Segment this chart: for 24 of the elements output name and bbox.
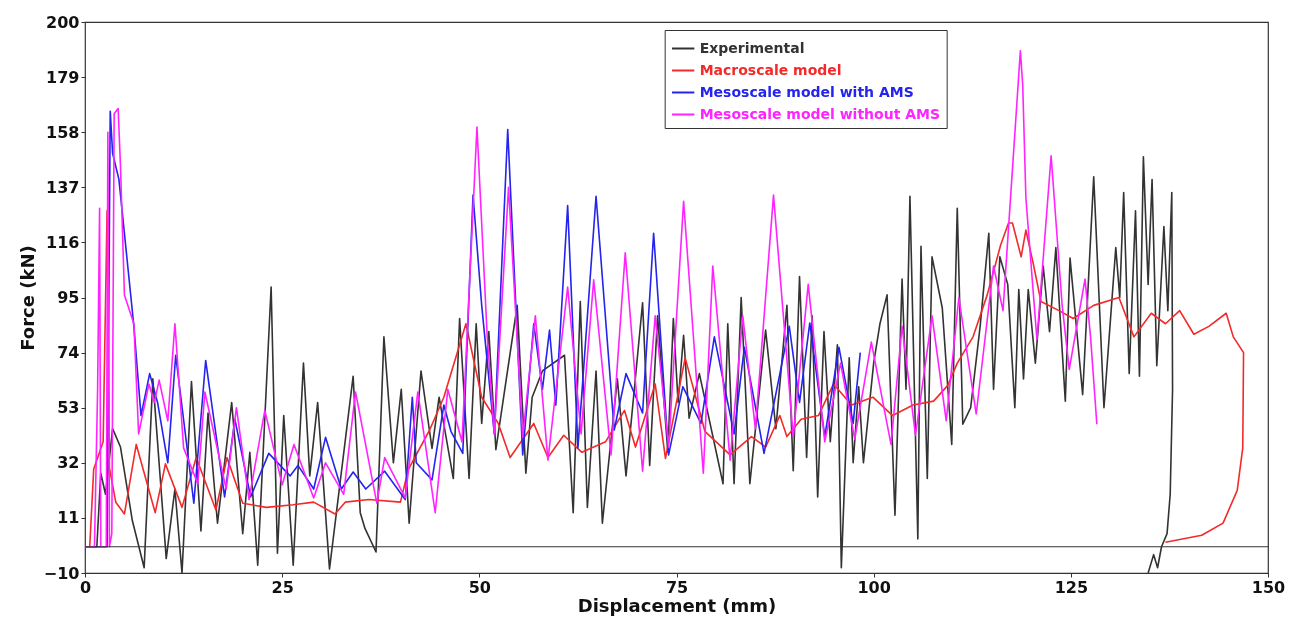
x-tick-label: 50 xyxy=(468,577,491,597)
x-tick-label: 0 xyxy=(79,577,92,597)
x-tick-label: 100 xyxy=(857,577,891,597)
x-axis-title: Displacement (mm) xyxy=(577,594,777,616)
legend-label: Mesoscale model with AMS xyxy=(699,83,914,100)
y-tick-label: 32 xyxy=(57,453,80,473)
y-tick-label: 95 xyxy=(57,288,80,307)
legend-label: Experimental xyxy=(699,39,805,56)
y-tick-label: 116 xyxy=(46,232,80,252)
x-tick-label: 25 xyxy=(271,577,294,597)
y-tick-label: 11 xyxy=(57,508,80,528)
y-tick-label: 200 xyxy=(46,12,80,32)
x-tick-label: 150 xyxy=(1251,577,1286,597)
y-axis-title: Force (kN) xyxy=(16,245,38,351)
x-tick-label: 75 xyxy=(665,577,689,597)
x-tick-label: 125 xyxy=(1054,577,1089,597)
y-tick-label: 53 xyxy=(57,398,80,418)
legend-label: Mesoscale model without AMS xyxy=(699,105,941,122)
y-tick-label: 74 xyxy=(57,343,80,363)
y-tick-label: −10 xyxy=(43,563,80,583)
legend-label: Macroscale model xyxy=(699,61,842,78)
y-tick-label: 179 xyxy=(46,67,80,87)
y-tick-label: 158 xyxy=(46,122,80,142)
y-tick-label: 137 xyxy=(46,177,80,197)
